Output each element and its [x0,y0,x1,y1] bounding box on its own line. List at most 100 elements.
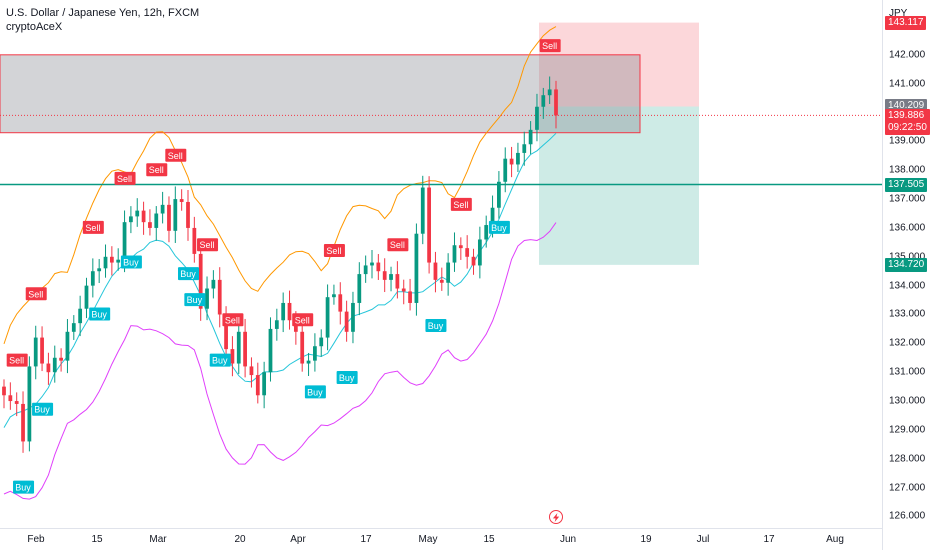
signal-box [89,307,111,321]
time-axis[interactable]: Feb 15 Mar 20 Apr 17 May 15 Jun 19 Jul 17 Aug [0,528,882,551]
range-box [0,54,641,134]
price-tick-label: 137.000 [889,193,926,205]
time-tick-label: 20 [234,534,246,545]
candle [516,152,520,165]
signal-box [450,197,472,211]
candle [71,323,76,332]
currency-label: JPY [889,8,908,19]
price-tag-value: 137.505 [888,178,925,190]
time-tick-label: 17 [360,534,372,545]
candle [186,201,190,228]
candle [14,401,19,404]
candle [52,357,57,373]
price-tick-label: 126.000 [889,510,926,522]
price-axis[interactable]: JPY 142.000141.000140.000139.000138.0001… [882,0,932,550]
candle [224,314,228,350]
signal-box [323,244,345,258]
candle [268,328,273,373]
candle [103,256,108,269]
sell-signal: Sell [197,238,219,252]
signal-box [336,370,358,384]
candle [306,360,311,364]
price-tick-label: 130.000 [889,395,926,407]
price-tick-label: 133.000 [889,308,926,320]
signal-label: Sell [168,151,183,161]
signal-box [82,220,104,234]
signal-box [6,353,28,367]
signal-label: Sell [326,246,341,256]
signal-label: Buy [91,309,107,319]
signal-box [488,220,510,234]
buy-signal: Buy [184,293,206,307]
signal-label: Buy [339,373,355,383]
signal-label: Sell [390,240,405,250]
candle [40,337,44,364]
price-tick-label: 132.000 [889,337,926,349]
price-tag: 143.117 [885,15,927,30]
candle [528,129,533,145]
signal-label: Sell [295,315,310,325]
candle [116,259,121,263]
signal-label: Sell [200,240,215,250]
signal-label: Sell [9,356,24,366]
candle [338,294,343,312]
candle [59,357,63,361]
candle [141,210,146,223]
signal-label: Buy [212,356,228,366]
candle [21,403,25,442]
price-tick-label: 129.000 [889,424,926,436]
signal-box [539,39,561,53]
time-tick-label: May [418,534,438,545]
candle [395,274,400,289]
candle [465,248,470,257]
buy-signal: Buy [304,385,326,399]
sell-signal: Sell [165,148,187,162]
signal-box [32,402,54,416]
candle [427,187,431,263]
price-tick-label: 142.000 [889,49,926,61]
candle [217,279,222,315]
candle [357,274,362,303]
flash-icon[interactable] [549,510,563,524]
author-name: cryptoAceX [6,21,63,33]
price-chart[interactable]: Sell Buy Sell Buy Sell Buy Sell Buy Sell Sell Buy B… [0,0,882,528]
signal-box [197,238,219,252]
candle [287,302,292,321]
signal-box [425,319,447,333]
buy-signal: Buy [13,480,35,494]
candle [389,274,393,280]
price-tag-value: 134.720 [888,258,925,270]
candle [2,386,6,396]
signal-box [292,313,314,327]
time-tick-label: Feb [27,534,45,545]
candle [167,204,171,231]
candle [433,262,438,280]
chart-header: U.S. Dollar / Japanese Yen, 12h, FXCM cr… [6,6,199,34]
price-tick-label: 141.000 [889,78,926,90]
candle [27,366,32,442]
price-tag-value: 139.886 [888,109,925,121]
candle [446,262,451,283]
sell-signal: Sell [387,238,409,252]
signal-label: Buy [187,295,203,305]
time-tick-label: Jul [696,534,710,545]
price-tick-label: 134.000 [889,280,926,292]
candle [313,346,317,361]
candle [351,302,355,332]
candle [173,199,178,231]
signal-box [146,163,168,177]
candle [554,89,558,116]
candle [547,89,552,96]
buy-signal: Buy [120,255,142,269]
candle [179,199,184,202]
candle [236,331,241,364]
sell-signal: Sell [292,313,314,327]
candle [65,331,70,361]
lower-band-line [3,222,557,500]
candle [249,366,254,376]
time-tick-label: Aug [826,534,844,545]
candle [205,288,209,309]
stop-zone [539,22,699,107]
candle [458,245,463,249]
symbol-title[interactable]: U.S. Dollar / Japanese Yen, 12h, FXCM [6,7,200,19]
